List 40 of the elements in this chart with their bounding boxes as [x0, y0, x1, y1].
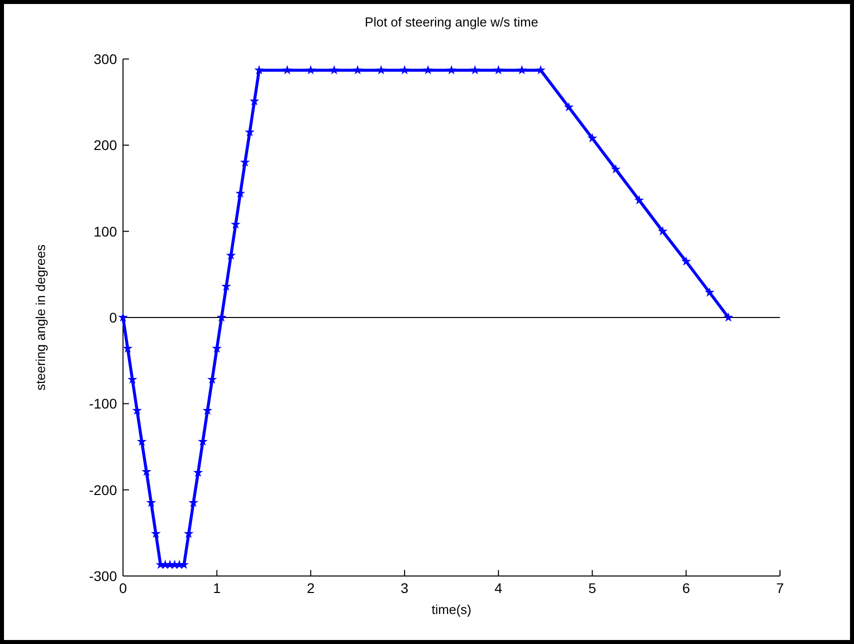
point: [610, 164, 621, 174]
point: [400, 65, 410, 74]
y-tick-label: 0: [109, 310, 118, 326]
point: [329, 65, 340, 74]
x-tick-label: 7: [776, 580, 784, 596]
y-axis-title: steering angle in degrees: [33, 244, 48, 390]
y-tick-label: 100: [94, 223, 118, 240]
point: [723, 312, 734, 322]
y-tick-label: -200: [88, 482, 118, 498]
y-tick-label: -300: [88, 568, 118, 584]
point: [681, 256, 692, 266]
x-tick-label: 4: [494, 580, 503, 596]
point: [516, 65, 527, 74]
chart-title: Plot of steering angle w/s time: [364, 14, 538, 30]
point: [376, 65, 386, 74]
point: [564, 102, 574, 112]
x-tick-label: 5: [588, 580, 596, 596]
y-tick-label: -100: [88, 396, 118, 412]
point: [704, 287, 715, 297]
point: [470, 65, 480, 74]
x-tick-label: 3: [400, 580, 409, 596]
x-tick-label: 1: [212, 580, 221, 596]
point: [494, 65, 504, 74]
point: [634, 195, 644, 204]
point: [306, 65, 316, 74]
point: [587, 133, 598, 142]
x-tick-label: 6: [682, 580, 690, 596]
point: [446, 65, 456, 74]
x-tick-label: 0: [119, 580, 128, 596]
y-tick-label: 300: [94, 51, 118, 67]
point: [423, 65, 433, 74]
point: [118, 312, 128, 322]
point: [352, 65, 363, 74]
x-axis-title: time(s): [432, 602, 472, 617]
point: [254, 65, 264, 74]
point: [658, 226, 668, 236]
point: [282, 65, 292, 74]
point: [536, 65, 546, 74]
y-tick-label: 200: [94, 137, 118, 154]
x-tick-label: 2: [306, 580, 315, 596]
